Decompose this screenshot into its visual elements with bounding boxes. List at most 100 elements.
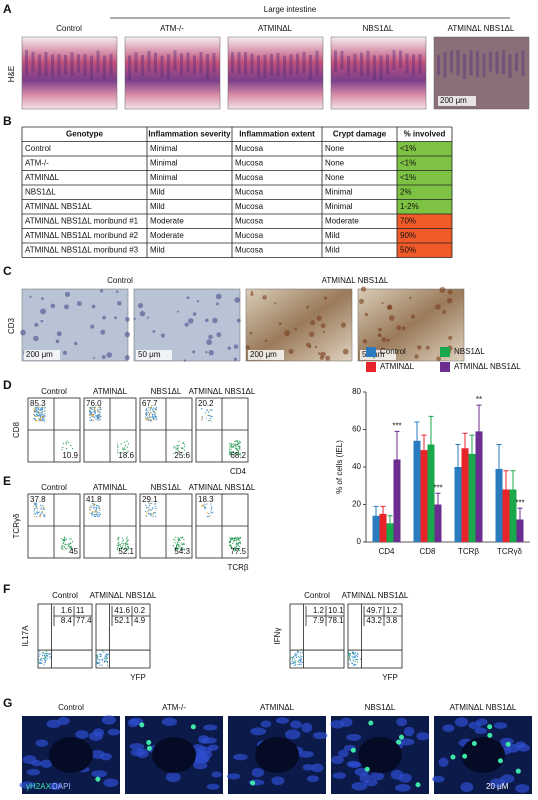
event [297, 664, 299, 666]
nucleus [396, 717, 408, 727]
event [99, 659, 101, 661]
event [300, 655, 302, 657]
event [93, 412, 95, 414]
event [91, 413, 93, 415]
event [70, 547, 73, 549]
cell [117, 301, 122, 306]
event [154, 415, 156, 417]
event [65, 538, 67, 540]
event [101, 660, 103, 662]
event [122, 539, 124, 541]
event [175, 548, 178, 550]
crypt [418, 54, 422, 75]
cell [176, 310, 179, 313]
event [236, 441, 238, 443]
event [175, 451, 177, 453]
event [92, 413, 94, 415]
event [98, 409, 100, 411]
cell [320, 351, 326, 358]
table-header: Genotype [66, 129, 103, 138]
cell [359, 298, 365, 304]
event [294, 664, 297, 666]
event [117, 539, 119, 541]
event [348, 663, 350, 665]
event [89, 508, 92, 510]
panel-label: E [3, 474, 11, 488]
event [149, 407, 151, 409]
event [149, 503, 151, 505]
cell [262, 295, 267, 300]
table-cell: Mucosa [235, 158, 264, 167]
event [127, 450, 129, 452]
y-tick-label: 20 [352, 500, 361, 509]
event [151, 419, 153, 421]
genotype-label: NBS1ΔL [365, 703, 396, 712]
group-label: Control [41, 483, 67, 492]
event [99, 513, 101, 515]
cell [196, 300, 200, 303]
event [46, 658, 48, 660]
event [37, 411, 39, 413]
event [46, 655, 48, 657]
event [96, 504, 98, 506]
event [233, 548, 235, 550]
quadrant-value: 76.0 [86, 399, 102, 408]
event [65, 448, 68, 450]
cell [124, 331, 131, 338]
event [61, 449, 63, 451]
event [293, 655, 295, 658]
focus [462, 753, 468, 759]
event [201, 419, 203, 421]
event [119, 543, 121, 546]
crypt [128, 55, 131, 81]
legend-label: NBS1ΔL [454, 347, 485, 356]
event [301, 656, 303, 658]
event [118, 542, 120, 544]
event [42, 508, 44, 510]
event [148, 504, 151, 507]
event [231, 538, 233, 541]
nucleus [442, 724, 455, 732]
event [201, 408, 203, 410]
event [44, 516, 46, 518]
focus [515, 768, 521, 774]
event [94, 406, 97, 409]
event [239, 537, 241, 539]
crypt [495, 51, 499, 74]
event [210, 420, 212, 422]
bar [386, 523, 394, 542]
event [237, 446, 239, 448]
event [150, 416, 152, 419]
event [149, 416, 151, 418]
event [152, 508, 154, 510]
event [172, 538, 174, 541]
crypt [103, 55, 106, 80]
he-image [227, 36, 324, 110]
cell [386, 338, 390, 342]
event [201, 416, 203, 418]
event [154, 503, 157, 505]
event [174, 445, 176, 448]
event [93, 410, 95, 413]
event [66, 451, 69, 454]
crypt [515, 52, 518, 72]
quadrant-value: 11 [76, 606, 85, 615]
event [176, 545, 178, 547]
table-cell: Mild [150, 245, 165, 254]
event [127, 443, 130, 445]
event [93, 416, 95, 418]
event [204, 412, 206, 414]
event [97, 419, 99, 422]
event [104, 655, 107, 657]
event [297, 660, 299, 662]
event [235, 544, 237, 546]
cell [364, 312, 369, 317]
event [229, 537, 231, 539]
event [38, 420, 40, 422]
event [183, 538, 185, 541]
event [174, 548, 176, 550]
nucleus [432, 775, 445, 783]
event [145, 504, 147, 506]
event [356, 652, 359, 654]
event [210, 415, 212, 417]
